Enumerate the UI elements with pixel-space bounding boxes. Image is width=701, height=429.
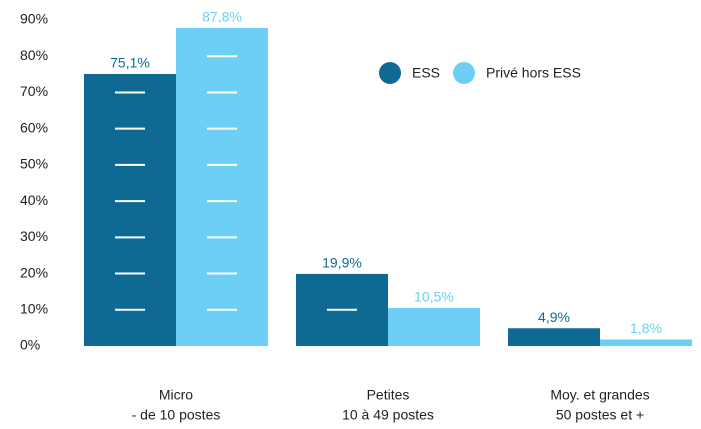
y-tick-label: 80% [20, 47, 48, 63]
bar [600, 339, 692, 346]
y-tick-label: 20% [20, 264, 48, 280]
legend-label: Privé hors ESS [486, 65, 581, 81]
x-tick-label: 50 postes et + [556, 407, 644, 423]
y-tick-label: 0% [20, 337, 40, 353]
value-label: 19,9% [322, 255, 362, 271]
value-label: 10,5% [414, 289, 454, 305]
value-label: 1,8% [630, 320, 662, 336]
y-tick-label: 10% [20, 300, 48, 316]
y-tick-label: 60% [20, 119, 48, 135]
bar [388, 307, 480, 346]
value-label: 4,9% [538, 309, 570, 325]
x-tick-label: - de 10 postes [132, 407, 221, 423]
x-tick-label: 10 à 49 postes [342, 407, 434, 423]
bar [176, 27, 268, 346]
x-tick-label: Micro [159, 387, 193, 403]
y-tick-label: 70% [20, 83, 48, 99]
value-label: 87,8% [202, 9, 242, 25]
x-tick-label: Petites [367, 387, 410, 403]
y-tick-label: 50% [20, 156, 48, 172]
legend-swatch [453, 62, 475, 84]
y-tick-label: 40% [20, 192, 48, 208]
legend-label: ESS [412, 65, 440, 81]
bar [508, 328, 600, 346]
y-tick-label: 30% [20, 228, 48, 244]
legend-swatch [379, 62, 401, 84]
y-tick-label: 90% [20, 11, 48, 27]
x-tick-label: Moy. et grandes [550, 387, 649, 403]
value-label: 75,1% [110, 55, 150, 71]
bar [84, 73, 176, 347]
